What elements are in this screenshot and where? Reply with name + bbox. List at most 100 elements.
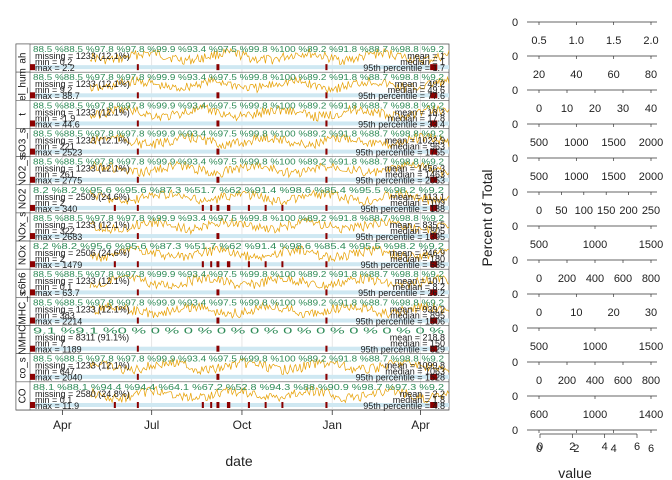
- median-stat: median = 1063: [385, 367, 445, 377]
- mean-stat: mean = 1456.3: [385, 164, 445, 174]
- series-panel: NO2_s 88.5 %88.5 %97.8 %97.8 %99.9 %93.4 …: [15, 155, 450, 186]
- density-x-tick-label: 1.0: [569, 35, 584, 47]
- density-y-tick-label: 0: [512, 119, 518, 131]
- min-stat: min = 7: [35, 339, 65, 349]
- series-panel: co_s 88.5 %88.5 %97.8 %97.8 %99.9 %93.4 %…: [15, 353, 450, 383]
- density-x-tick-label: 600: [614, 375, 632, 387]
- gap-marker: [430, 120, 438, 127]
- max-stat: max = 2683: [35, 232, 82, 242]
- density-y-tick-label: 0: [512, 17, 518, 29]
- pct-complete-row: 88.5 %88.5 %97.8 %97.8 %99.9 %93.4 %97.5…: [33, 72, 444, 82]
- mean-stat: mean = 1: [407, 51, 445, 61]
- missing-stat: missing = 1233 (12.1%): [35, 220, 130, 230]
- missing-stat: missing = 1233 (12.1%): [35, 107, 130, 117]
- series-line: [89, 104, 450, 122]
- density-x-tick-label: 500: [530, 341, 548, 353]
- max-stat: max = 11.9: [35, 401, 79, 411]
- mean-stat: mean = 113.1: [390, 192, 445, 202]
- max-stat: max = 44.6: [35, 119, 80, 129]
- min-stat: min = 9.2: [35, 85, 72, 95]
- gap-marker: [325, 317, 328, 324]
- pct-complete-row: 8.2 %8.2 %95.6 %95.6 %87.3 %51.7 %62 %91…: [33, 241, 444, 251]
- missing-stat: missing = 2509 (24.6%): [35, 192, 130, 202]
- series-panel: c6h6 88.5 %88.5 %97.8 %97.8 %99.9 %93.4 %…: [15, 268, 450, 298]
- density-panel: 0 500 1000 1500: [512, 221, 663, 251]
- gap-marker: [216, 176, 220, 183]
- density-x-tick-label: 1000: [564, 171, 588, 183]
- p95-stat: 95th percentile = 4.8: [363, 401, 445, 411]
- gap-marker: [226, 204, 231, 211]
- density-x-tick-label: 1400: [639, 409, 663, 421]
- gap-marker: [201, 402, 204, 408]
- min-stat: min = 0.1: [35, 282, 72, 292]
- missing-band: [30, 205, 449, 210]
- gap-marker: [226, 402, 231, 408]
- gap-marker: [30, 289, 36, 296]
- gap-marker: [430, 64, 438, 71]
- density-x-tick-label: 40: [645, 103, 657, 115]
- missing-band: [30, 65, 449, 70]
- missing-stat: missing = 1233 (12.1%): [35, 164, 130, 174]
- density-x-tick-label: 150: [597, 205, 615, 217]
- gap-marker: [325, 64, 328, 71]
- gap-marker: [281, 402, 284, 408]
- series-panel: NO2 8.2 %8.2 %95.6 %95.6 %87.3 %51.7 %62 …: [15, 184, 450, 214]
- series-panel: NMHC 9.1 %9.1 %0 % 0 % 0 % 0 % 0 % 0 % 0 …: [15, 325, 449, 355]
- density-y-tick-label: 0: [512, 153, 518, 165]
- gap-marker: [325, 373, 328, 380]
- gap-marker: [430, 204, 438, 211]
- density-x-tick-label: 100: [575, 205, 593, 217]
- density-x-tick-label: 200: [558, 273, 576, 285]
- mean-stat: mean = 835.5: [390, 220, 445, 230]
- gap-marker: [216, 317, 220, 324]
- gap-marker: [210, 204, 213, 211]
- density-x-tick-label: 500: [530, 171, 548, 183]
- missing-stat: missing = 1233 (12.1%): [35, 361, 130, 371]
- mean-stat: mean = 939.2: [390, 304, 445, 314]
- gap-marker: [325, 92, 328, 99]
- density-x-tick-label: 2.0: [643, 35, 658, 47]
- max-stat: max = 2.2: [35, 63, 75, 73]
- missing-band: [30, 177, 449, 182]
- density-x-tick-label: 1000: [583, 341, 607, 353]
- max-stat: max = 2214: [35, 316, 82, 326]
- gap-marker: [136, 92, 139, 99]
- series-line: [89, 216, 450, 235]
- gap-marker: [30, 402, 36, 408]
- date-tick-label: Jan: [323, 418, 342, 432]
- missing-band: [30, 346, 449, 351]
- density-panel: 0 600 1000 1400: [512, 391, 663, 421]
- density-y-tick-label: 0: [512, 85, 518, 97]
- density-x-tick-label: 40: [570, 69, 582, 81]
- missing-band: [30, 149, 449, 154]
- series-panel: CO 88.1 %88.1 %94.4 %94.4 %64.1 %67.2 %52…: [15, 381, 450, 411]
- series-name: sO3_s: [18, 128, 29, 157]
- gap-marker: [30, 261, 36, 268]
- series-line: [89, 357, 450, 376]
- density-x-tick-label: 1000: [564, 137, 588, 149]
- density-y-tick-label: 0: [512, 187, 518, 199]
- missing-stat: missing = 1233 (12.1%): [35, 135, 130, 145]
- gap-marker: [325, 120, 328, 127]
- pct-complete-row: 9.1 %9.1 %0 % 0 % 0 % 0 % 0 % 0 % 0 % 0 …: [33, 326, 445, 336]
- density-x-tick-label: 6: [648, 443, 654, 455]
- gap-marker: [281, 261, 284, 268]
- median-stat: median = 1: [400, 57, 445, 67]
- median-stat: median = 109: [390, 198, 445, 208]
- density-x-tick-label: 50: [555, 205, 567, 217]
- missing-band: [30, 403, 449, 407]
- series-line: [89, 188, 450, 206]
- density-x-tick-label: 60: [608, 69, 620, 81]
- density-x-tick-label: 1500: [639, 239, 663, 251]
- p95-stat: 95th percentile = 1506: [356, 316, 445, 326]
- p95-stat: 95th percentile = 2053: [356, 176, 445, 186]
- gap-marker: [136, 176, 139, 183]
- density-x-tick-label: 2000: [639, 171, 663, 183]
- density-panel: 0 0 10 20 30 40: [512, 85, 657, 115]
- density-x-tick-label: 800: [642, 273, 660, 285]
- gap-marker: [325, 261, 328, 268]
- gap-marker: [264, 402, 267, 408]
- min-stat: min = -1.9: [35, 113, 75, 123]
- density-y-tick-label: 0: [512, 255, 518, 267]
